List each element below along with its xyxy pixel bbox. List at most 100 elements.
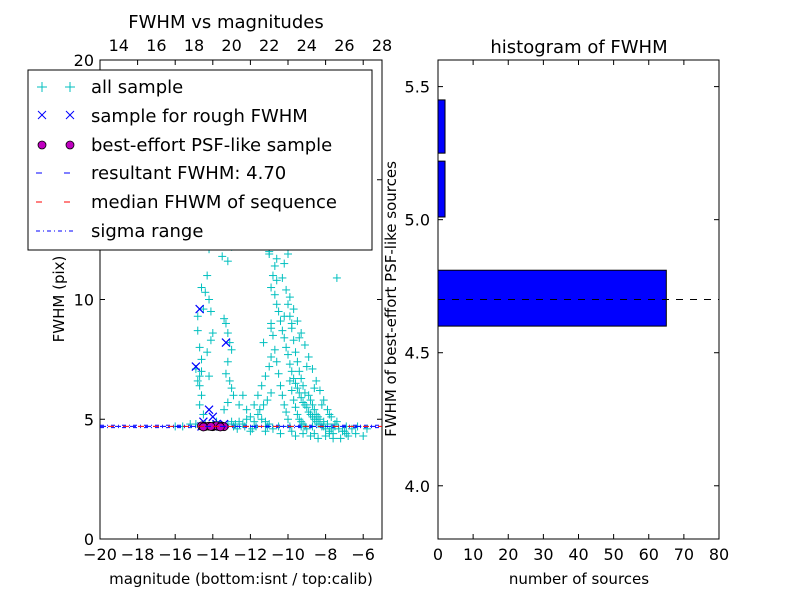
point-plus: [270, 261, 279, 270]
point-plus: [289, 336, 298, 345]
x-tick-label: −6: [351, 545, 375, 564]
point-plus: [263, 396, 272, 405]
point-plus: [257, 381, 266, 390]
point-plus: [201, 288, 210, 297]
point-plus: [223, 257, 232, 266]
point-plus: [291, 403, 300, 412]
point-plus: [282, 285, 291, 294]
point-plus: [225, 376, 234, 385]
x-tick-label: 70: [674, 545, 694, 564]
point-plus: [297, 329, 306, 338]
legend-item-psf-sample: best-effort PSF-like sample: [37, 135, 332, 156]
y-tick-label: 5.0: [405, 211, 430, 230]
point-plus: [282, 343, 291, 352]
legend-label: all sample: [91, 77, 183, 98]
point-plus: [359, 432, 368, 441]
x-tick-label: 60: [639, 545, 659, 564]
point-plus: [272, 276, 281, 285]
point-plus: [265, 362, 274, 371]
scatter-top-ticks: 14 16 18 20 22 24 26 28: [109, 36, 393, 55]
y-tick-label: 4.5: [405, 344, 430, 363]
point-plus: [267, 324, 276, 333]
point-plus: [319, 396, 328, 405]
point-plus: [229, 391, 238, 400]
point-plus: [293, 357, 302, 366]
y-tick-label: 5: [84, 410, 94, 429]
point-plus: [253, 391, 262, 400]
point-plus: [332, 417, 341, 426]
point-plus: [289, 305, 298, 314]
point-plus: [282, 408, 291, 417]
x-tick-label: 20: [498, 545, 518, 564]
scatter-panel: −20−18−16−14−12−10−8−6 05101520 14161820…: [27, 12, 393, 588]
point-plus: [276, 429, 285, 438]
point-plus: [267, 283, 276, 292]
point-plus: [220, 314, 229, 323]
point-plus: [261, 372, 270, 381]
point-plus: [272, 300, 281, 309]
top-tick-label: 28: [372, 36, 392, 55]
point-plus: [193, 312, 202, 321]
point-plus: [223, 357, 232, 366]
point-plus: [300, 341, 309, 350]
x-tick-label: 10: [463, 545, 483, 564]
point-cross: [204, 405, 214, 415]
x-tick-label: −8: [314, 545, 338, 564]
point-plus: [295, 367, 304, 376]
point-cross: [191, 362, 201, 371]
point-plus: [255, 405, 264, 414]
point-plus: [268, 331, 277, 340]
histogram-x-label: number of sources: [509, 570, 649, 588]
point-plus: [270, 345, 279, 354]
legend: all sample sample for rough FWHM best-ef…: [27, 69, 373, 251]
top-tick-label: 20: [221, 36, 241, 55]
point-plus: [218, 252, 227, 261]
point-plus: [268, 424, 277, 433]
point-plus: [317, 400, 326, 409]
point-plus: [225, 338, 234, 347]
point-plus: [199, 305, 208, 314]
legend-item-resultant-fwhm: resultant FWHM: 4.70: [36, 163, 286, 184]
y-tick-label: 10: [74, 291, 94, 310]
point-plus: [278, 273, 287, 282]
legend-label: best-effort PSF-like sample: [91, 135, 332, 156]
point-plus: [287, 367, 296, 376]
point-plus: [259, 338, 268, 347]
point-plus: [280, 333, 289, 342]
x-tick-label: 0: [433, 545, 443, 564]
point-plus: [284, 249, 292, 258]
x-tick-label: −10: [271, 545, 305, 564]
point-plus: [195, 400, 204, 409]
x-tick-label: −12: [234, 545, 268, 564]
y-tick-label: 5.5: [405, 78, 430, 97]
point-plus: [208, 329, 217, 338]
x-tick-label: −14: [196, 545, 230, 564]
x-tick-label: 50: [603, 545, 623, 564]
legend-label: median FHWM of sequence: [91, 192, 337, 213]
point-plus: [304, 352, 313, 361]
point-plus: [199, 410, 208, 419]
point-plus: [205, 295, 214, 304]
point-plus: [314, 434, 323, 443]
point-plus: [289, 396, 298, 405]
histogram-y-label: FWHM of best-effort PSF-like sources: [382, 161, 400, 437]
point-plus: [203, 271, 212, 280]
y-tick-label: 0: [84, 530, 94, 549]
histogram-bars: [437, 99, 667, 327]
legend-item-all-sample: all sample: [37, 77, 183, 98]
x-tick-label: −20: [83, 545, 117, 564]
top-tick-label: 14: [109, 36, 129, 55]
legend-marker-plus: [37, 82, 75, 92]
legend-marker-cross: [37, 110, 75, 120]
point-plus: [302, 362, 311, 371]
point-plus: [284, 350, 292, 359]
point-plus: [310, 384, 319, 393]
point-plus: [291, 379, 300, 388]
legend-marker-circle: [37, 140, 47, 150]
point-plus: [302, 403, 311, 412]
point-plus: [195, 381, 204, 390]
point-plus: [250, 417, 259, 426]
point-plus: [325, 429, 334, 438]
point-plus: [270, 290, 279, 299]
